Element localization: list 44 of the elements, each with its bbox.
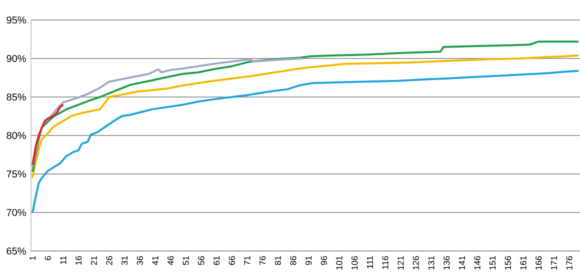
x-tick-label: 11 bbox=[60, 256, 66, 264]
y-tick-label: 70% bbox=[6, 208, 26, 216]
x-tick-label: 176 bbox=[566, 256, 572, 270]
x-tick-label: 151 bbox=[490, 256, 496, 270]
x-tick-label: 131 bbox=[428, 256, 434, 270]
y-tick-label: 95% bbox=[6, 16, 26, 24]
x-tick-label: 111 bbox=[366, 256, 373, 268]
y-tick-label: 65% bbox=[6, 247, 26, 255]
x-tick-label: 66 bbox=[228, 256, 235, 265]
x-tick-label: 146 bbox=[474, 256, 480, 270]
x-tick-label: 171 bbox=[550, 256, 557, 270]
x-tick-label: 81 bbox=[274, 256, 281, 265]
x-tick-label: 71 bbox=[244, 256, 250, 265]
x-tick-label: 121 bbox=[398, 256, 404, 270]
x-tick-label: 76 bbox=[260, 256, 266, 265]
x-tick-label: 51 bbox=[182, 256, 189, 265]
x-tick-label: 21 bbox=[90, 256, 97, 265]
x-tick-label: 1 bbox=[30, 256, 36, 260]
x-tick-label: 141 bbox=[458, 256, 465, 270]
line-series bbox=[32, 104, 64, 166]
x-tick-label: 166 bbox=[536, 256, 542, 270]
x-tick-label: 156 bbox=[504, 256, 511, 270]
x-tick-label: 126 bbox=[412, 256, 419, 270]
x-tick-label: 136 bbox=[444, 256, 450, 270]
x-tick-label: 56 bbox=[198, 256, 204, 265]
x-tick-label: 31 bbox=[121, 256, 128, 266]
x-tick-label: 26 bbox=[106, 256, 112, 265]
x-tick-label: 91 bbox=[306, 256, 312, 265]
x-tick-label: 61 bbox=[214, 256, 220, 265]
y-tick-label: 75% bbox=[6, 170, 26, 178]
x-tick-label: 36 bbox=[136, 256, 143, 266]
x-tick-label: 16 bbox=[75, 256, 82, 265]
x-tick-label: 96 bbox=[320, 256, 327, 265]
x-tick-label: 46 bbox=[168, 256, 174, 266]
y-tick-label: 85% bbox=[6, 93, 26, 101]
x-tick-label: 6 bbox=[44, 256, 51, 260]
x-tick-label: 86 bbox=[290, 256, 296, 265]
x-tick-label: 101 bbox=[336, 256, 342, 270]
y-tick-label: 90% bbox=[6, 54, 26, 62]
x-tick-label: 161 bbox=[520, 256, 526, 270]
x-tick-label: 106 bbox=[352, 256, 358, 270]
x-tick-label: 41 bbox=[152, 256, 158, 266]
y-tick-label: 80% bbox=[6, 132, 26, 140]
x-tick-label: 116 bbox=[382, 256, 388, 269]
